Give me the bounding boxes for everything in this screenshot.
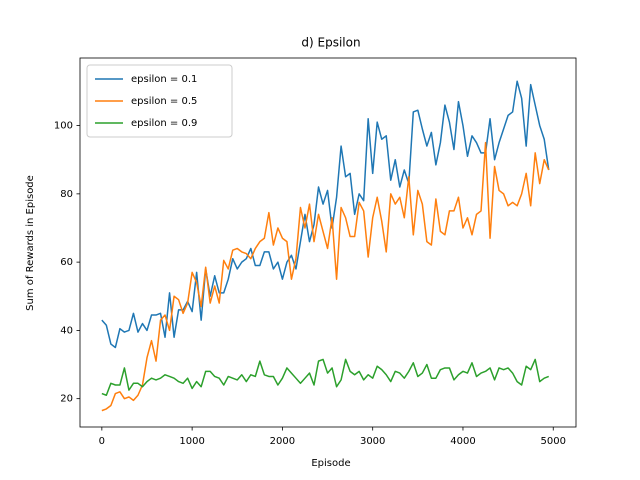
y-tick-label: 80	[60, 189, 73, 200]
x-tick-label: 2000	[270, 436, 295, 447]
y-tick-label: 60	[60, 257, 73, 268]
legend-label: epsilon = 0.9	[131, 118, 197, 129]
legend-label: epsilon = 0.5	[131, 96, 197, 107]
series-line	[101, 141, 550, 412]
legend-label: epsilon = 0.1	[131, 74, 197, 85]
series-line	[101, 80, 550, 349]
x-tick-label: 4000	[450, 436, 475, 447]
series-line	[101, 358, 550, 396]
y-tick-label: 40	[60, 325, 73, 336]
y-tick-label: 100	[54, 121, 73, 132]
x-tick-label: 5000	[541, 436, 566, 447]
x-tick-label: 3000	[360, 436, 385, 447]
x-tick-label: 1000	[179, 436, 204, 447]
y-tick-label: 20	[60, 394, 73, 405]
plot-frame	[79, 57, 577, 428]
legend-box	[86, 64, 233, 138]
x-axis-label: Episode	[311, 458, 350, 469]
chart-title: d) Epsilon	[301, 36, 360, 50]
legend: epsilon = 0.1 epsilon = 0.5 epsilon = 0.9	[86, 64, 233, 138]
y-axis-label: Sum of Rewards in Episode	[25, 175, 36, 311]
x-tick-label: 0	[99, 436, 105, 447]
